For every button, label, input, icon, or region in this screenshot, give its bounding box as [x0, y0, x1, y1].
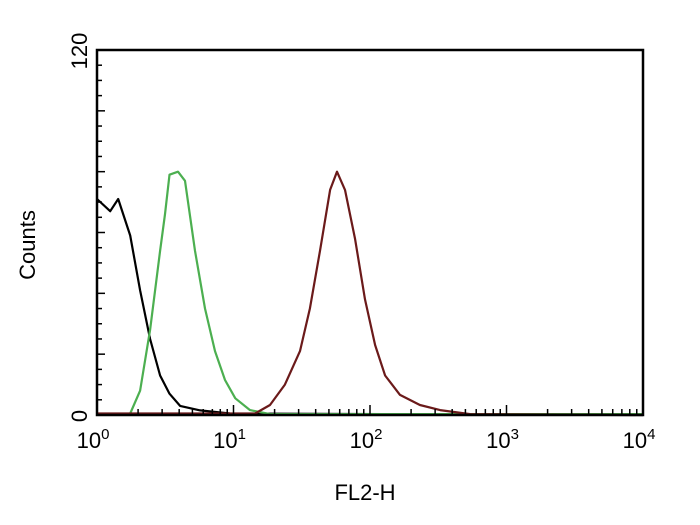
x-axis-label: FL2-H: [334, 480, 395, 505]
x-tick-label: 102: [350, 426, 383, 453]
x-tick-label: 104: [623, 426, 656, 453]
y-minor-ticks: [97, 49, 105, 416]
series-line-0: [96, 197, 644, 417]
y-axis-label: Counts: [15, 210, 40, 280]
x-tick-labels: 100 101 102 103 104: [77, 426, 656, 453]
curves: [96, 170, 644, 417]
x-minor-ticks: [96, 405, 638, 415]
y-tick-120: 120: [67, 33, 92, 70]
series-line-2: [97, 170, 644, 417]
x-tick-label: 101: [213, 426, 246, 453]
series-line-1: [129, 170, 643, 416]
x-tick-label: 100: [77, 426, 110, 453]
y-tick-0: 0: [67, 410, 92, 422]
x-tick-label: 103: [486, 426, 519, 453]
plot-frame: [95, 48, 645, 417]
